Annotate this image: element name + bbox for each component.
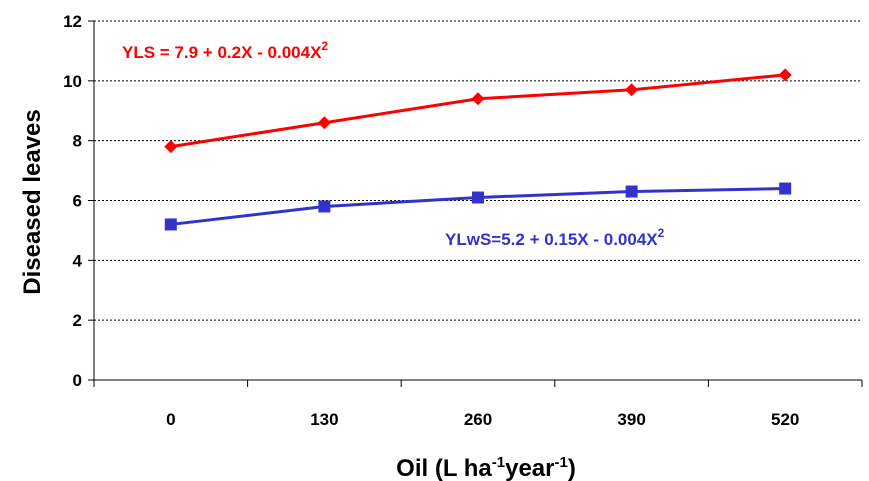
y-tick-label-6: 12 [63, 12, 82, 31]
point-ylws-4 [779, 182, 792, 195]
x-tick-label-1: 130 [310, 410, 338, 429]
point-ylws-2 [472, 191, 484, 204]
point-yls-4 [778, 68, 792, 82]
x-tick-label-4: 520 [771, 410, 799, 429]
y-tick-labels: 0 2 4 6 8 10 12 [63, 12, 82, 390]
y-axis-label: Diseased leaves [19, 109, 46, 294]
x-tick-label-2: 260 [464, 410, 492, 429]
y-tick-label-3: 6 [73, 192, 82, 211]
point-yls-2 [471, 92, 485, 106]
x-axis-label: Oil (L ha-1year-1) [396, 454, 576, 481]
equation-ylws: YLwS=5.2 + 0.15X - 0.004X2 [445, 226, 665, 249]
series-group [164, 68, 792, 231]
equation-yls: YLS = 7.9 + 0.2X - 0.004X2 [122, 39, 328, 62]
y-tick-label-0: 0 [73, 371, 82, 390]
gridlines [94, 20, 862, 321]
point-yls-0 [164, 140, 178, 154]
x-tick-label-3: 390 [617, 410, 645, 429]
y-tick-label-2: 4 [73, 251, 83, 270]
axes [88, 20, 863, 387]
point-ylws-0 [164, 218, 177, 231]
x-tick-labels: 0 130 260 390 520 [166, 410, 799, 429]
point-yls-1 [317, 116, 331, 130]
point-ylws-1 [318, 200, 331, 213]
x-tick-label-0: 0 [166, 410, 175, 429]
y-tick-label-1: 2 [73, 311, 82, 330]
y-tick-label-4: 8 [73, 132, 82, 151]
point-ylws-3 [625, 185, 638, 198]
series-line-yls [170, 73, 786, 149]
point-yls-3 [625, 83, 639, 97]
y-tick-label-5: 10 [63, 72, 82, 91]
